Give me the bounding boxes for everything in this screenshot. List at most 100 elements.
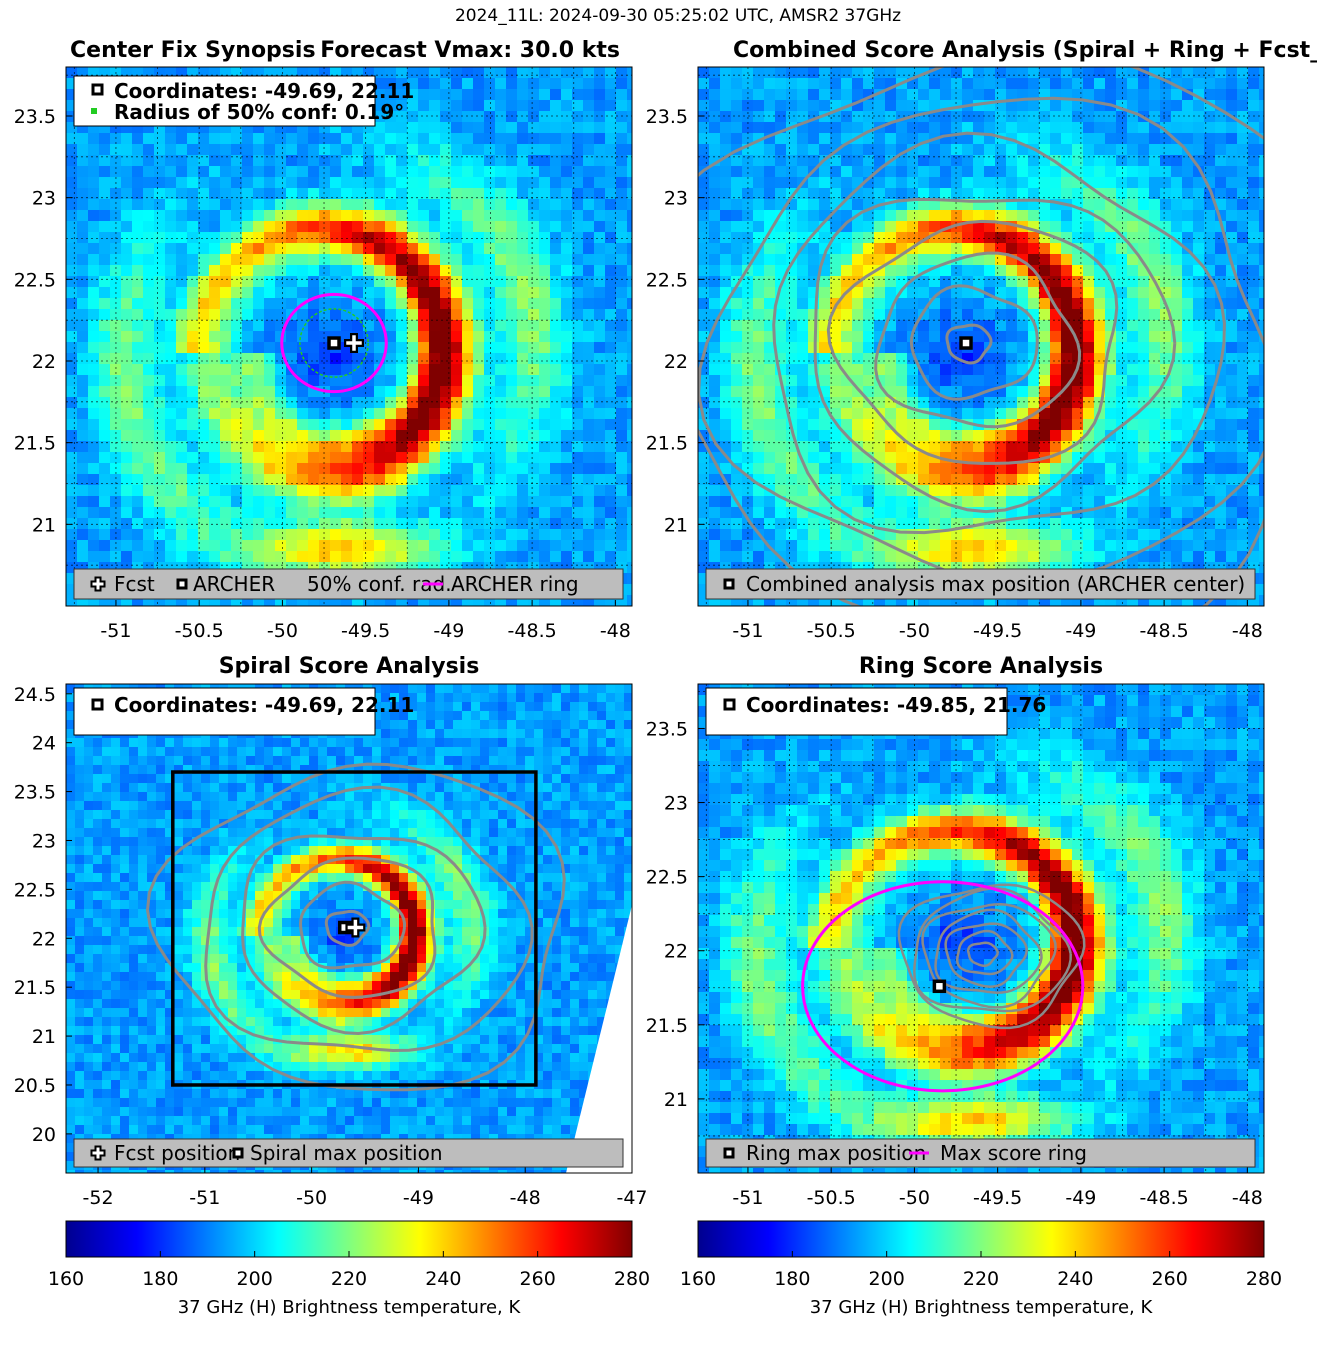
- x-tick-label: -50: [267, 620, 298, 642]
- combined-grid: [698, 67, 1264, 606]
- spiral-title: Spiral Score Analysis: [219, 654, 480, 679]
- legend-fcst: Fcst: [114, 572, 155, 596]
- x-tick-label: -50.5: [175, 620, 224, 642]
- y-tick-label: 21: [32, 514, 56, 536]
- synopsis-axes-box: [65, 66, 633, 607]
- colorbar-tick-label: 280: [614, 1268, 650, 1290]
- combined-axes-box: [697, 66, 1265, 607]
- y-tick-label: 22.5: [646, 867, 688, 889]
- archer-marker-icon: [91, 83, 104, 96]
- colorbar-tick-label: 240: [425, 1268, 461, 1290]
- colorbar-left-ticks: 160 180 200 220 240 260 280: [48, 1251, 650, 1290]
- legend-archer: ARCHER: [193, 572, 275, 596]
- spiral-axes-box: [65, 683, 633, 1174]
- synopsis-title: Center Fix Synopsis: [70, 38, 316, 63]
- x-tick-label: -52: [83, 1187, 114, 1209]
- ring-overlay: [801, 880, 1086, 1093]
- contour-line: [966, 941, 999, 968]
- y-tick-label: 22.5: [14, 879, 56, 901]
- synopsis-yticks: 21 21.5 22 22.5 23 23.5: [14, 106, 72, 536]
- y-tick-label: 23.5: [646, 106, 688, 128]
- contour-line: [299, 880, 406, 970]
- colorbar-tick-label: 200: [237, 1268, 273, 1290]
- ring-max-marker: [932, 979, 947, 994]
- synopsis-xticks: -51 -50.5 -50 -49.5 -49 -48.5 -48: [100, 600, 631, 642]
- spiral-coordinates: Coordinates: -49.69, 22.11: [114, 693, 414, 717]
- conf-marker-icon: [91, 108, 97, 114]
- legend-combined-max: Combined analysis max position (ARCHER c…: [746, 572, 1245, 596]
- ring-title: Ring Score Analysis: [859, 654, 1103, 679]
- y-tick-label: 23: [32, 830, 56, 852]
- contour-line: [934, 908, 1043, 994]
- x-tick-label: -50: [296, 1187, 327, 1209]
- synopsis-grid: [66, 67, 632, 606]
- colorbar-tick-label: 220: [963, 1268, 999, 1290]
- spiral-yticks: 20 20.5 21 21.5 22 22.5 23 23.5 24 24.5: [14, 684, 72, 1146]
- ring-marker-icon: [723, 698, 736, 711]
- y-tick-label: 23.5: [14, 782, 56, 804]
- spiral-max-icon: [232, 1147, 244, 1159]
- synopsis-forecast-vmax: Forecast Vmax: 30.0 kts: [320, 38, 620, 63]
- archer-square-icon: [176, 578, 188, 590]
- x-tick-label: -48: [1232, 620, 1263, 642]
- y-tick-label: 21.5: [14, 977, 56, 999]
- y-tick-label: 21: [32, 1026, 56, 1048]
- y-tick-label: 22: [32, 928, 56, 950]
- combined-heatmap: [698, 67, 1264, 606]
- colorbar-tick-label: 260: [1152, 1268, 1188, 1290]
- y-tick-label: 23.5: [646, 718, 688, 740]
- synopsis-coordinates: Coordinates: -49.69, 22.11: [114, 79, 414, 103]
- x-tick-label: -49: [403, 1187, 434, 1209]
- synopsis-legend: Fcst ARCHER 50% conf. rad. ARCHER ring: [73, 568, 624, 600]
- x-tick-label: -51: [732, 620, 763, 642]
- y-tick-label: 22: [32, 351, 56, 373]
- x-tick-label: -49.5: [341, 620, 390, 642]
- legend-max-score-ring: Max score ring: [940, 1141, 1087, 1165]
- y-tick-label: 21.5: [14, 433, 56, 455]
- x-tick-label: -48: [510, 1187, 541, 1209]
- archer-ring: [280, 292, 388, 394]
- contour-line: [921, 902, 1057, 1009]
- ring-legend: Ring max position Max score ring: [705, 1138, 1256, 1168]
- spiral-legend: Fcst position Spiral max position: [73, 1138, 624, 1168]
- legend-spiral-max: Spiral max position: [250, 1141, 443, 1165]
- spiral-overlay: [146, 762, 566, 1092]
- spiral-swath-gap: [566, 905, 632, 1173]
- y-tick-label: 21: [664, 1089, 688, 1111]
- y-tick-label: 23: [664, 188, 688, 210]
- colorbar-tick-label: 180: [142, 1268, 178, 1290]
- x-tick-label: -49.5: [973, 620, 1022, 642]
- x-tick-label: -51: [189, 1187, 220, 1209]
- x-tick-label: -48: [1232, 1187, 1263, 1209]
- combined-max-marker: [959, 336, 973, 350]
- ring-coordinates: Coordinates: -49.85, 21.76: [746, 693, 1046, 717]
- colorbar-tick-label: 260: [520, 1268, 556, 1290]
- x-tick-label: -49.5: [973, 1187, 1022, 1209]
- colorbar-tick-label: 160: [680, 1268, 716, 1290]
- y-tick-label: 21.5: [646, 1015, 688, 1037]
- colorbar-left: 160 180 200 220 240 260 280 37 GHz (H) Brightn…: [48, 1220, 650, 1318]
- contour-line: [944, 922, 1028, 988]
- legend-ring-max: Ring max position: [746, 1141, 926, 1165]
- contour-line: [826, 219, 1119, 465]
- contour-line: [204, 785, 534, 1052]
- contour-line: [257, 856, 437, 999]
- figure-suptitle: 2024_11L: 2024-09-30 05:25:02 UTC, AMSR2…: [455, 6, 901, 26]
- y-tick-label: 24: [32, 733, 56, 755]
- x-tick-label: -48.5: [508, 620, 557, 642]
- colorbar-right: 160 180 200 220 240 260 280 37 GHz (H) Brightn…: [680, 1220, 1282, 1318]
- panel-combined-score: Combined Score Analysis (Spiral + Ring +…: [646, 38, 1317, 642]
- y-tick-label: 22: [664, 941, 688, 963]
- y-tick-label: 20: [32, 1124, 56, 1146]
- y-tick-label: 22.5: [646, 269, 688, 291]
- ring-xticks: -51 -50.5 -50 -49.5 -49 -48.5 -48: [732, 1167, 1263, 1209]
- y-tick-label: 23: [32, 188, 56, 210]
- y-tick-label: 23.5: [14, 106, 56, 128]
- y-tick-label: 23: [664, 793, 688, 815]
- ring-max-icon: [723, 1147, 735, 1159]
- y-tick-label: 24.5: [14, 684, 56, 706]
- x-tick-label: -48.5: [1140, 1187, 1189, 1209]
- y-tick-label: 21: [664, 514, 688, 536]
- contour-line: [874, 251, 1082, 429]
